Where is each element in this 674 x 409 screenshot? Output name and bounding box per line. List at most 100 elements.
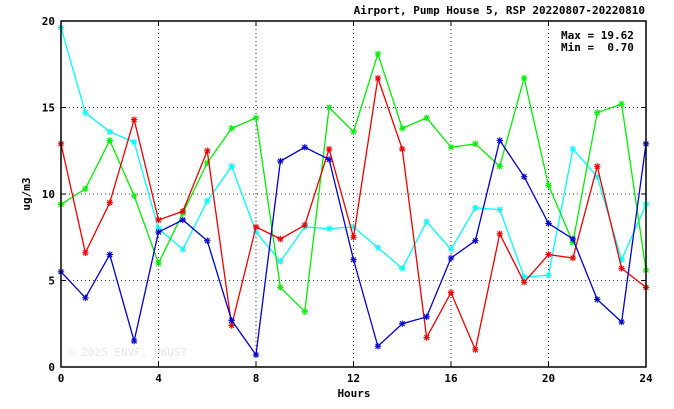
marker-stroke xyxy=(106,199,113,206)
marker-stroke xyxy=(131,116,137,123)
marker-stroke xyxy=(326,146,332,152)
data-point xyxy=(447,289,455,296)
x-tick-label: 20 xyxy=(542,372,555,385)
marker-stroke xyxy=(594,296,601,303)
marker-stroke xyxy=(326,225,332,232)
data-point xyxy=(252,114,260,122)
marker-stroke xyxy=(472,141,479,147)
data-point xyxy=(447,144,455,151)
marker-stroke xyxy=(301,308,308,315)
marker-stroke xyxy=(472,205,479,211)
data-point xyxy=(82,294,89,301)
marker-stroke xyxy=(277,158,284,164)
data-point xyxy=(82,185,89,193)
marker-stroke xyxy=(375,244,381,251)
x-tick-label: 12 xyxy=(347,372,360,385)
data-point xyxy=(82,249,89,257)
marker-stroke xyxy=(496,137,503,144)
data-series xyxy=(57,24,650,359)
marker-stroke xyxy=(594,163,601,170)
marker-stroke xyxy=(131,192,137,199)
marker-stroke xyxy=(155,260,162,266)
series-2 xyxy=(57,50,650,315)
marker-stroke xyxy=(521,279,527,286)
marker-stroke xyxy=(228,125,235,132)
marker-stroke xyxy=(521,173,527,180)
data-point xyxy=(155,260,162,267)
data-point xyxy=(618,265,625,272)
data-point xyxy=(447,246,455,253)
data-point xyxy=(423,313,430,321)
marker-stroke xyxy=(448,289,454,296)
data-point xyxy=(496,163,503,170)
marker-stroke xyxy=(423,334,430,341)
marker-stroke xyxy=(228,322,235,329)
marker-stroke xyxy=(448,144,454,151)
marker-stroke xyxy=(277,284,284,291)
data-point xyxy=(472,140,479,148)
min-annotation: Min = 0.70 xyxy=(561,41,634,54)
marker-stroke xyxy=(350,128,357,135)
marker-stroke xyxy=(472,346,479,353)
marker-stroke xyxy=(301,144,308,151)
marker-stroke xyxy=(277,258,284,265)
marker-stroke xyxy=(350,234,357,241)
data-point xyxy=(106,251,113,258)
marker-stroke xyxy=(521,75,527,81)
data-point xyxy=(594,163,601,170)
data-point xyxy=(325,104,333,111)
marker-stroke xyxy=(545,182,552,189)
marker-stroke xyxy=(82,109,89,116)
marker-stroke xyxy=(204,237,211,244)
x-tick-label: 8 xyxy=(253,372,260,385)
marker-stroke xyxy=(204,198,211,204)
data-point xyxy=(618,318,625,326)
marker-stroke xyxy=(301,222,308,228)
x-tick-label: 16 xyxy=(444,372,458,385)
data-point xyxy=(350,256,357,263)
marker-stroke xyxy=(448,246,454,253)
data-point xyxy=(228,317,235,324)
marker-stroke xyxy=(155,217,162,223)
marker-stroke xyxy=(496,231,503,237)
marker-stroke xyxy=(399,320,406,327)
marker-stroke xyxy=(618,319,625,325)
marker-stroke xyxy=(180,246,186,253)
y-tick-label: 0 xyxy=(48,361,55,374)
data-point xyxy=(252,223,260,231)
data-point xyxy=(545,251,552,258)
watermark: © 2025 ENVF, HKUST xyxy=(68,346,188,359)
data-point xyxy=(130,116,138,123)
data-point xyxy=(520,279,528,286)
data-point xyxy=(277,284,284,291)
marker-stroke xyxy=(496,206,503,213)
marker-stroke xyxy=(204,147,211,154)
max-annotation: Max = 19.62 xyxy=(561,29,634,42)
marker-stroke xyxy=(350,256,357,263)
data-point xyxy=(130,192,138,199)
data-point xyxy=(496,206,503,213)
data-point xyxy=(204,197,211,205)
marker-stroke xyxy=(326,104,332,111)
data-point xyxy=(496,230,503,237)
marker-stroke xyxy=(228,163,235,170)
data-point xyxy=(277,258,284,265)
x-tick-label: 4 xyxy=(155,372,162,385)
marker-stroke xyxy=(180,217,186,223)
data-point xyxy=(374,50,382,58)
data-point xyxy=(472,237,479,244)
data-point xyxy=(520,173,528,180)
data-point xyxy=(569,254,577,262)
series-4 xyxy=(57,137,650,359)
marker-stroke xyxy=(82,186,89,192)
marker-stroke xyxy=(375,75,381,81)
marker-stroke xyxy=(106,128,113,135)
y-tick-label: 10 xyxy=(42,188,55,201)
data-point xyxy=(130,138,138,146)
data-point xyxy=(325,145,333,153)
marker-stroke xyxy=(423,115,430,121)
y-tick-label: 15 xyxy=(42,102,55,115)
data-point xyxy=(204,237,211,244)
data-point xyxy=(350,128,357,135)
x-axis-title: Hours xyxy=(337,387,370,400)
